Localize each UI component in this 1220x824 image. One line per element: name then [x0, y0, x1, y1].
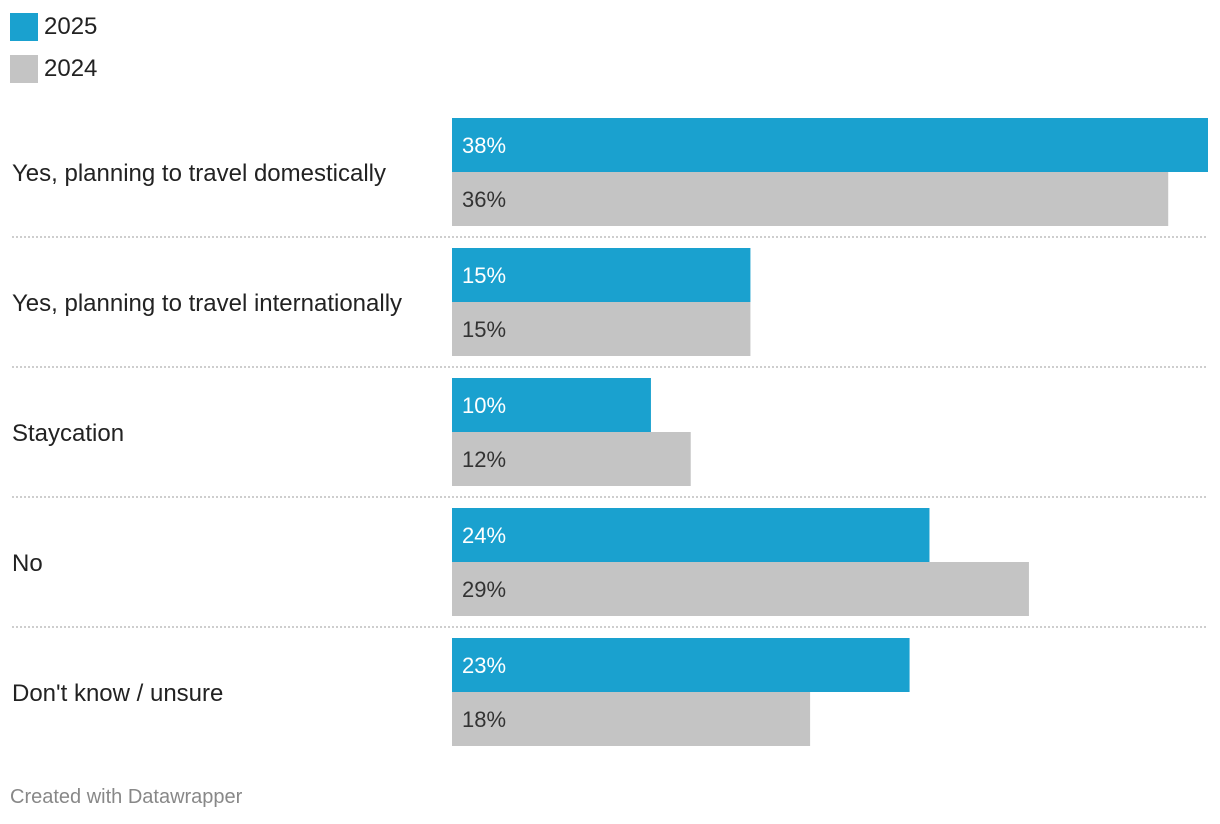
category-label: No — [12, 550, 43, 577]
legend-item-2024: 2024 — [10, 54, 97, 84]
bar-value-label: 36% — [462, 187, 506, 212]
category-label: Yes, planning to travel internationally — [12, 290, 402, 317]
bar-value-label: 38% — [462, 133, 506, 158]
bar-2025 — [452, 378, 651, 432]
legend-label-2024: 2024 — [44, 55, 98, 82]
bar-value-label: 10% — [462, 393, 506, 418]
category-label: Staycation — [12, 420, 124, 447]
bar-value-label: 23% — [462, 653, 506, 678]
legend-item-2025: 2025 — [10, 12, 97, 42]
bar-2024 — [452, 432, 691, 486]
bar-2024 — [452, 562, 1029, 616]
bar-2025 — [452, 248, 751, 302]
legend-swatch-2025 — [10, 13, 38, 41]
category-label: Yes, planning to travel domestically — [12, 160, 386, 187]
bar-value-label: 29% — [462, 577, 506, 602]
legend-label-2025: 2025 — [44, 13, 98, 40]
bar-2024 — [452, 692, 811, 746]
category-label: Don't know / unsure — [12, 680, 223, 707]
bar-value-label: 24% — [462, 523, 506, 548]
bar-value-label: 15% — [462, 317, 506, 342]
bar-2024 — [452, 302, 751, 356]
bar-2025 — [452, 638, 910, 692]
bar-value-label: 15% — [462, 263, 506, 288]
bar-2024 — [452, 172, 1169, 226]
bar-value-label: 18% — [462, 707, 506, 732]
footer-credit: Created with Datawrapper — [10, 786, 243, 808]
legend-swatch-2024 — [10, 55, 38, 83]
bar-2025 — [452, 118, 1208, 172]
bar-value-label: 12% — [462, 447, 506, 472]
bar-2025 — [452, 508, 930, 562]
chart-legend: 2025 2024 — [10, 12, 97, 96]
